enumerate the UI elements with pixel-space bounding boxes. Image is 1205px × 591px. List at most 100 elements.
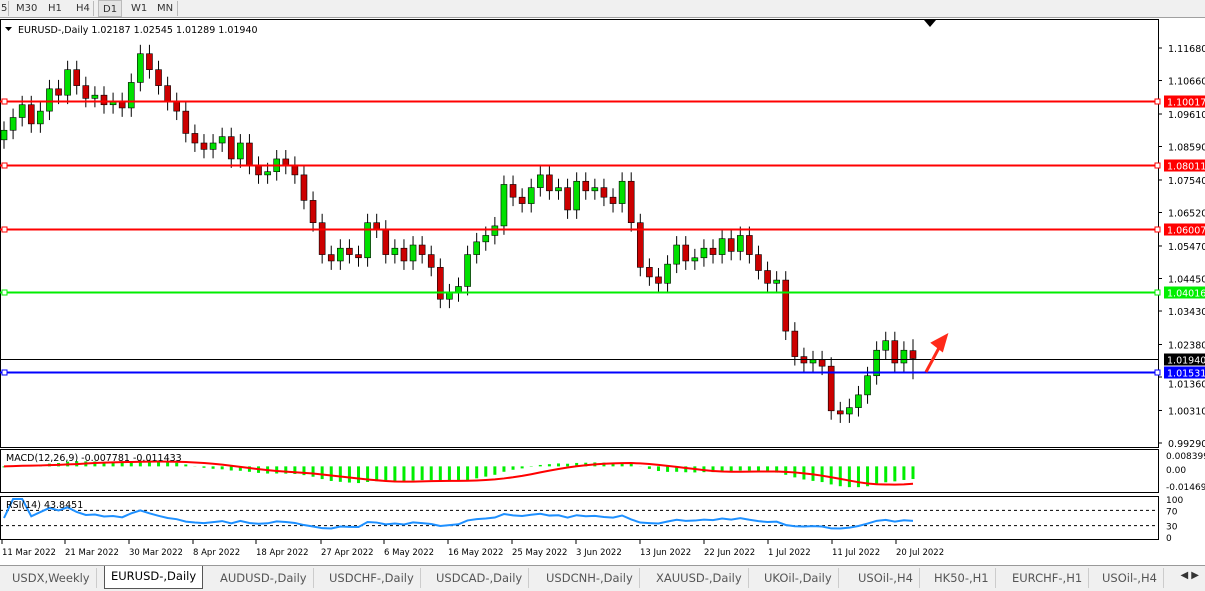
line-handle xyxy=(1,162,8,169)
candle xyxy=(782,279,790,332)
candle xyxy=(646,267,653,278)
macd-histogram-bar xyxy=(666,466,670,472)
macd-histogram-bar xyxy=(357,466,361,484)
candle xyxy=(391,247,399,255)
macd-histogram-bar xyxy=(675,466,679,472)
timeframe-w1[interactable]: W1 xyxy=(131,3,148,14)
timeframe-h4[interactable]: H4 xyxy=(76,3,90,14)
macd-histogram-bar xyxy=(866,466,870,487)
candle xyxy=(564,187,571,211)
candle xyxy=(437,267,444,300)
symbol-header: EURUSD-,Daily 1.02187 1.02545 1.01289 1.… xyxy=(18,25,258,36)
tab-xauusd-daily[interactable]: XAUUSD-,Daily xyxy=(650,568,749,588)
candle xyxy=(100,94,108,106)
tab-usdx-weekly[interactable]: USDX,Weekly xyxy=(6,568,97,588)
price-tick-label: 1.00310 xyxy=(1168,406,1205,417)
candle xyxy=(573,180,580,211)
candle xyxy=(27,104,35,125)
macd-histogram-bar xyxy=(629,463,633,467)
timeframe-mn[interactable]: MN xyxy=(157,3,174,14)
tab-usoil-h4[interactable]: USOil-,H4 xyxy=(852,568,920,588)
rsi-axis-label: 100 xyxy=(1166,496,1183,506)
date-label: 27 Apr 2022 xyxy=(321,548,374,558)
tab-usdcad-daily[interactable]: USDCAD-,Daily xyxy=(430,568,530,588)
price-tick-label: 1.10660 xyxy=(1168,77,1205,88)
macd-histogram-bar xyxy=(2,466,6,468)
price-tick-label: 1.06520 xyxy=(1168,209,1205,220)
line-handle xyxy=(1,226,8,233)
macd-histogram-bar xyxy=(138,460,142,467)
candle xyxy=(246,142,253,166)
timeframe-h1[interactable]: H1 xyxy=(48,3,62,14)
timeframe-d1[interactable]: D1 xyxy=(98,0,123,17)
red-arrow-annotation xyxy=(924,332,949,373)
candle xyxy=(9,117,17,131)
timeframe-5[interactable]: 5 xyxy=(1,3,8,14)
macd-histogram-bar xyxy=(166,461,170,467)
rsi-label: RSI(14) 43.8451 xyxy=(6,500,83,511)
macd-histogram-bar xyxy=(429,466,433,481)
candle xyxy=(282,158,290,166)
macd-histogram-bar xyxy=(438,466,442,482)
toolbar-separator xyxy=(93,1,94,16)
macd-histogram-bar xyxy=(320,466,324,480)
candle xyxy=(82,85,90,99)
timeframe-toolbar: 5 M30 H1 H4 D1 W1 MN xyxy=(0,0,1205,18)
macd-histogram-bar xyxy=(656,466,660,471)
tab-usdcnh-daily[interactable]: USDCNH-,Daily xyxy=(540,568,640,588)
line-handle xyxy=(1154,226,1161,233)
price-tick-label: 1.11680 xyxy=(1168,44,1205,55)
rsi-axis-label: 30 xyxy=(1166,523,1178,533)
candle xyxy=(636,222,644,268)
tab-eurchf-h1[interactable]: EURCHF-,H1 xyxy=(1006,568,1090,588)
tab-hk50-h1[interactable]: HK50-,H1 xyxy=(928,568,996,588)
tab-ukoil-daily[interactable]: UKOil-,Daily xyxy=(758,568,839,588)
macd-histogram-bar xyxy=(384,466,388,482)
macd-axis-label: 0.00 xyxy=(1166,466,1186,476)
chart-window[interactable]: 1.11680 1.10660 1.09610 1.08590 1.07540 1.065… xyxy=(0,18,1205,565)
candle xyxy=(37,110,44,125)
candle xyxy=(118,101,126,109)
tab-usoil-h4[interactable]: USOil-,H4 xyxy=(1096,568,1164,588)
macd-histogram-bar xyxy=(893,466,897,482)
candle xyxy=(46,88,53,112)
price-chart[interactable]: 1.11680 1.10660 1.09610 1.08590 1.07540 1.065… xyxy=(0,18,1205,565)
candle xyxy=(546,174,553,192)
macd-histogram-bar xyxy=(911,466,915,480)
macd-signal-line xyxy=(3,460,914,486)
tab-audusd-daily[interactable]: AUDUSD-,Daily xyxy=(214,568,314,588)
candle xyxy=(900,349,908,364)
tab-scroll-arrows[interactable]: ◀ ▶ xyxy=(1180,570,1199,581)
tab-eurusd-daily[interactable]: EURUSD-,Daily xyxy=(104,566,204,589)
candle xyxy=(364,222,371,259)
date-label: 16 May 2022 xyxy=(448,548,503,558)
line-handle xyxy=(1154,98,1161,105)
candle xyxy=(491,225,499,236)
candle xyxy=(864,375,871,396)
candle xyxy=(291,165,299,176)
macd-histogram-bar xyxy=(466,466,470,481)
candle xyxy=(309,200,317,224)
macd-histogram-bar xyxy=(493,466,497,475)
macd-histogram-bar xyxy=(611,463,615,467)
candle xyxy=(809,359,817,364)
candle xyxy=(146,53,153,70)
macd-histogram-bar xyxy=(375,466,379,482)
candle xyxy=(537,174,544,188)
candle xyxy=(509,184,517,198)
macd-histogram-bar xyxy=(184,464,188,467)
macd-histogram-bar xyxy=(475,466,479,479)
macd-histogram-bar xyxy=(520,466,524,469)
collapse-triangle-icon xyxy=(5,27,12,31)
candle xyxy=(709,247,717,255)
tab-usdchf-daily[interactable]: USDCHF-,Daily xyxy=(323,568,421,588)
line-handle xyxy=(1154,289,1161,296)
candle xyxy=(255,165,262,176)
candle xyxy=(618,180,626,204)
candle xyxy=(18,104,26,118)
macd-histogram-bar xyxy=(220,466,224,470)
candle xyxy=(882,340,890,351)
candle xyxy=(909,350,917,359)
date-label: 20 Jul 2022 xyxy=(896,548,944,558)
timeframe-m30[interactable]: M30 xyxy=(16,3,38,14)
